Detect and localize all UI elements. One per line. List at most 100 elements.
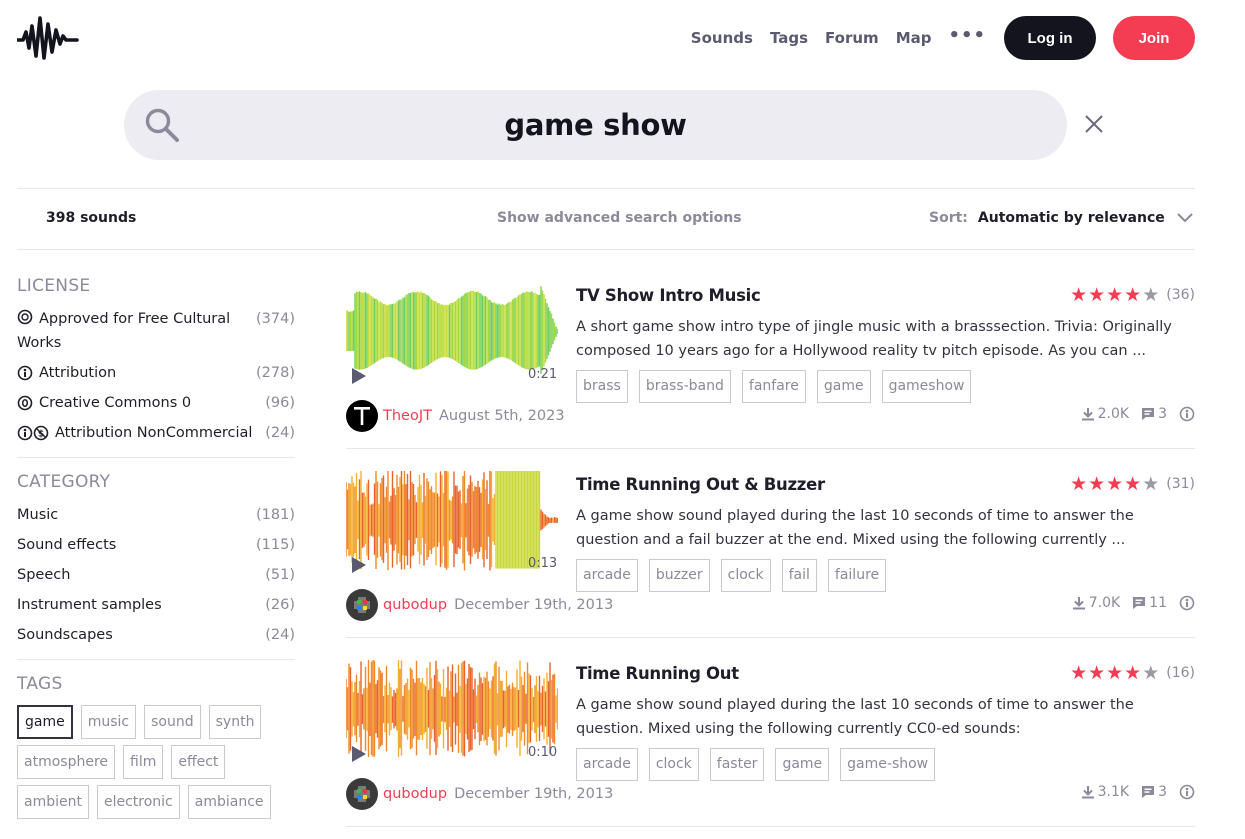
sort-select[interactable]: Sort: Automatic by relevance — [929, 210, 1193, 226]
license-filter-attribution[interactable]: Attribution (278) — [17, 361, 295, 385]
avatar[interactable] — [346, 589, 378, 621]
category-label: Soundscapes — [17, 627, 113, 643]
sound-tag[interactable]: arcade — [576, 748, 638, 781]
sound-tag[interactable]: buzzer — [648, 559, 710, 592]
sort-value[interactable]: Automatic by relevance — [977, 210, 1165, 226]
search-box[interactable]: game show — [124, 90, 1067, 160]
license-count: (96) — [265, 395, 295, 411]
nav-sounds[interactable]: Sounds — [690, 29, 753, 47]
rating-count: (36) — [1166, 287, 1195, 303]
sort-label: Sort: — [929, 210, 968, 226]
rating-stars[interactable]: ★★★★★ — [1070, 284, 1161, 306]
play-icon[interactable] — [352, 557, 366, 573]
license-filter-noncommercial[interactable]: $ Attribution NonCommercial (24) — [17, 421, 295, 445]
tag-filter[interactable]: electronic — [96, 785, 180, 819]
chevron-down-icon[interactable] — [1177, 213, 1193, 223]
rating[interactable]: ★★★★★ (31) — [1070, 473, 1195, 495]
sound-tag[interactable]: arcade — [576, 559, 638, 592]
nav-tags[interactable]: Tags — [769, 29, 809, 47]
nav-map[interactable]: Map — [895, 29, 932, 47]
license-filter-cc0[interactable]: Creative Commons 0 (96) — [17, 391, 295, 415]
rating[interactable]: ★★★★★ (16) — [1070, 662, 1195, 684]
tag-filter[interactable]: ambiance — [187, 785, 271, 819]
waveform[interactable] — [346, 471, 558, 571]
category-filter-music[interactable]: Music (181) — [17, 503, 295, 527]
category-label: Instrument samples — [17, 597, 162, 613]
comment-count[interactable]: 3 — [1158, 784, 1167, 800]
tag-filter[interactable]: ambient — [17, 785, 89, 819]
category-count: (26) — [265, 597, 295, 613]
play-icon[interactable] — [352, 746, 366, 762]
category-label: Music — [17, 507, 59, 523]
waveform[interactable] — [346, 660, 558, 760]
login-button[interactable]: Log in — [1004, 16, 1096, 60]
tag-filter[interactable]: atmosphere — [17, 745, 115, 779]
sound-tag[interactable]: faster — [709, 748, 765, 781]
username-link[interactable]: TheoJT — [383, 408, 432, 424]
sound-title[interactable]: Time Running Out — [576, 664, 739, 683]
divider — [17, 188, 1195, 189]
freesound-logo[interactable] — [17, 14, 79, 62]
sound-description: A game show sound played during the last… — [576, 697, 1134, 737]
username-link[interactable]: qubodup — [383, 597, 448, 613]
sound-result: 0:10 Time Running Out ★★★★★ (16) A game … — [346, 660, 1195, 839]
play-icon[interactable] — [352, 368, 366, 384]
category-count: (24) — [265, 627, 295, 643]
tag-filter[interactable]: music — [80, 705, 137, 739]
sound-title[interactable]: Time Running Out & Buzzer — [576, 475, 825, 494]
avatar[interactable] — [346, 778, 378, 810]
tags-title: TAGS — [17, 674, 63, 694]
comment-count[interactable]: 11 — [1149, 595, 1167, 611]
avatar[interactable] — [346, 400, 378, 432]
sound-tag[interactable]: clock — [648, 748, 699, 781]
tag-filter[interactable]: game — [17, 705, 73, 739]
comment-icon[interactable] — [1141, 785, 1155, 799]
license-label: Attribution — [39, 365, 117, 381]
license-icon[interactable] — [1179, 406, 1195, 422]
sound-tag[interactable]: clock — [720, 559, 771, 592]
tag-filter[interactable]: sound — [144, 705, 201, 739]
license-icon[interactable] — [1179, 595, 1195, 611]
comment-count[interactable]: 3 — [1158, 406, 1167, 422]
category-filter-soundscapes[interactable]: Soundscapes (24) — [17, 623, 295, 647]
tag-filter[interactable]: effect — [171, 745, 226, 779]
divider — [346, 637, 1195, 638]
sound-tag[interactable]: fail — [781, 559, 817, 592]
license-icon[interactable] — [1179, 784, 1195, 800]
more-icon[interactable]: ••• — [948, 24, 986, 46]
comment-icon[interactable] — [1132, 596, 1146, 610]
sound-tag[interactable]: brass — [576, 370, 628, 403]
sound-title[interactable]: TV Show Intro Music — [576, 286, 761, 305]
join-button[interactable]: Join — [1113, 16, 1195, 60]
username-link[interactable]: qubodup — [383, 786, 448, 802]
category-filter-speech[interactable]: Speech (51) — [17, 563, 295, 587]
sound-tag[interactable]: gameshow — [881, 370, 972, 403]
sound-tag[interactable]: game — [816, 370, 871, 403]
sound-tag[interactable]: failure — [827, 559, 887, 592]
rating-stars[interactable]: ★★★★★ — [1070, 662, 1161, 684]
clear-search-icon[interactable] — [1083, 113, 1105, 135]
advanced-search-toggle[interactable]: Show advanced search options — [497, 210, 742, 226]
sound-tag[interactable]: brass-band — [638, 370, 731, 403]
rating[interactable]: ★★★★★ (36) — [1070, 284, 1195, 306]
sound-description: A short game show intro type of jingle m… — [576, 319, 1172, 359]
waveform[interactable] — [346, 282, 558, 382]
search-input[interactable]: game show — [504, 108, 687, 142]
sound-tags: brass brass-band fanfare game gameshow — [576, 370, 982, 409]
sound-stats: 3.1K 3 — [1081, 784, 1195, 800]
sound-tag[interactable]: game — [775, 748, 830, 781]
license-filter-free-cultural[interactable]: Approved for Free Cultural Works (374) — [17, 307, 295, 355]
tag-filter[interactable]: film — [123, 745, 164, 779]
category-filter-instrument-samples[interactable]: Instrument samples (26) — [17, 593, 295, 617]
comment-icon[interactable] — [1141, 407, 1155, 421]
nav-forum[interactable]: Forum — [825, 29, 879, 47]
sound-result: 0:21 TV Show Intro Music ★★★★★ (36) A sh… — [346, 282, 1195, 470]
sound-tag[interactable]: fanfare — [741, 370, 806, 403]
download-icon — [1081, 786, 1094, 799]
rating-stars[interactable]: ★★★★★ — [1070, 473, 1161, 495]
duration: 0:21 — [528, 367, 558, 382]
sound-tag[interactable]: game-show — [840, 748, 936, 781]
tag-filter[interactable]: synth — [208, 705, 262, 739]
search-icon[interactable] — [144, 107, 180, 143]
category-filter-sound-effects[interactable]: Sound effects (115) — [17, 533, 295, 557]
